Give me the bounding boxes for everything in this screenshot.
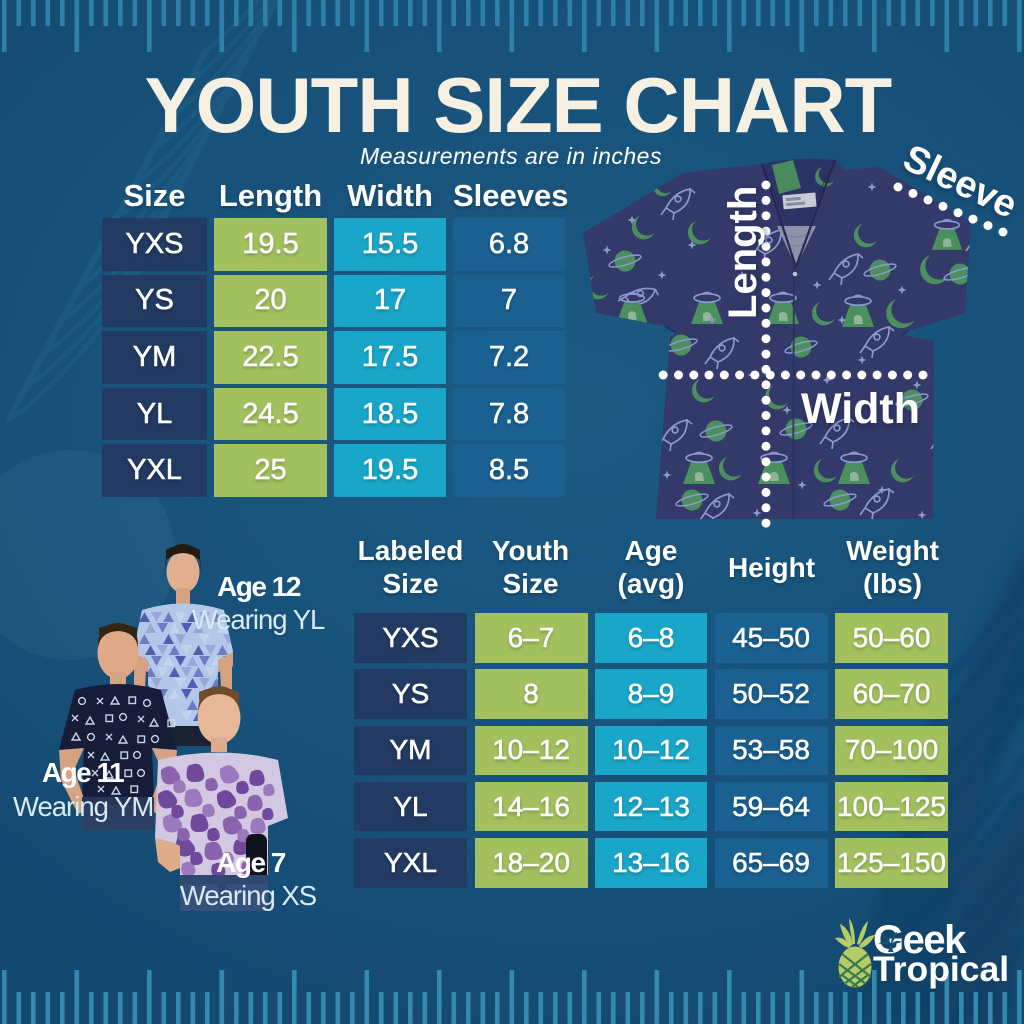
svg-text:Tropical: Tropical xyxy=(873,949,1009,989)
svg-text:Geek: Geek xyxy=(873,918,967,962)
